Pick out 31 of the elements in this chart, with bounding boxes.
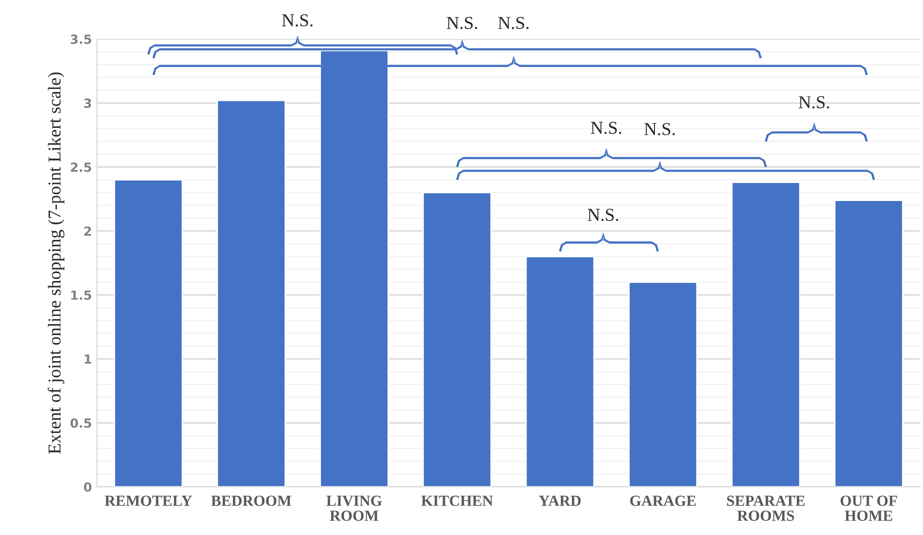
annotation: N.S. [644,123,675,136]
annotation: N.S. [588,208,618,221]
x-tick-label: OUT OF HOME [840,496,897,521]
bar [422,192,492,487]
x-tick-label: YARD [538,496,581,506]
bar [216,100,286,487]
y-axis-title: Extent of joint online shopping (7-point Likert scale) [48,72,64,454]
y-tick-label: 3.5 [70,34,92,44]
bar [525,256,595,487]
x-tick-label: LIVING ROOM [326,496,382,521]
y-tick-label: 2.5 [70,162,92,172]
x-tick-label: BEDROOM [211,496,292,506]
bar [834,200,904,487]
bar [628,281,698,487]
x-tick-label: REMOTELY [104,496,192,506]
y-tick-label: 1.5 [71,290,92,300]
bar [114,179,184,487]
y-tick-label: 0 [84,482,92,492]
x-tick-label: GARAGE [630,496,696,506]
text: N.S. [446,16,478,30]
y-tick-label: 3 [84,98,92,108]
text: N.S. [282,14,312,27]
x-tick-label: KITCHEN [421,496,493,506]
text: N.S. [498,16,529,30]
y-tick-label: 2 [84,226,91,236]
bar [731,182,801,487]
annotation: N.S. [798,96,830,108]
y-tick-label: 1 [84,354,92,364]
annotation: N.S. [590,122,622,134]
y-tick-label: 0.5 [70,418,92,428]
x-tick-label: SEPARATE ROOMS [727,496,805,521]
